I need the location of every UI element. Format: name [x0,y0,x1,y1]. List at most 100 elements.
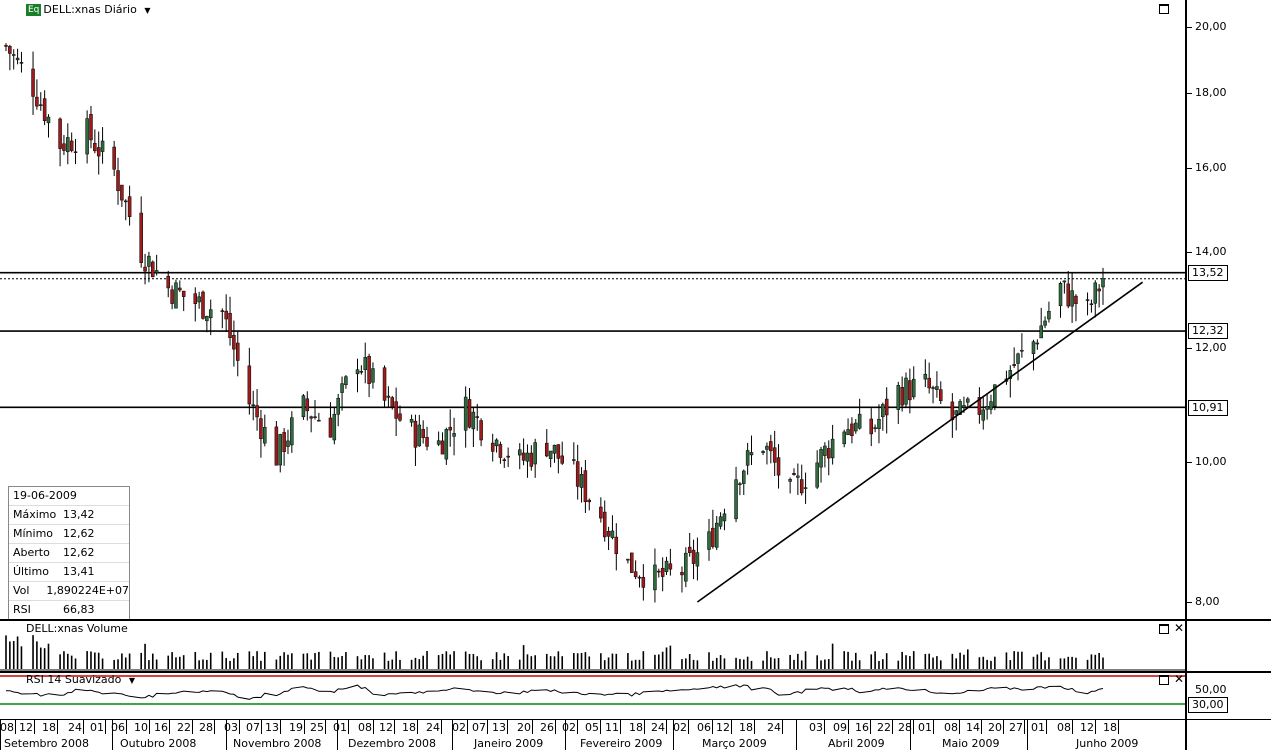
day-tick-label: 01 [90,721,104,734]
candle [691,539,696,580]
volume-bar [657,654,660,669]
candle [35,79,39,110]
volume-bar [963,654,965,669]
candle [819,446,823,483]
candle-body [31,68,35,97]
volume-bar [1075,657,1077,669]
day-tick-label: 07 [246,721,260,734]
candle [722,508,727,531]
volume-bar [124,657,127,669]
candle-body [498,444,503,458]
candle-body [796,475,800,478]
candle [572,442,576,465]
volume-bar [476,656,479,669]
tick-mark [1187,602,1192,603]
candle [421,420,425,444]
volume-bar [36,641,38,669]
candle [479,418,483,447]
candle-body [745,450,750,466]
volume-panel-title[interactable]: DELL:xnas Volume [26,622,128,635]
candle-body [448,426,452,431]
price-panel[interactable]: Eq DELL:xnas Diário ▼ 19-06-2009 Máximo 13… [0,0,1185,619]
candle-body [139,212,143,263]
volume-bar [600,653,602,669]
volume-bar [936,656,938,669]
volume-bar [341,655,343,669]
price-panel-title[interactable]: Eq DELL:xnas Diário ▼ [26,3,150,16]
candle-body [630,552,634,573]
candle [174,279,178,309]
info-row: Mínimo 12,62 [9,524,129,543]
chevron-down-icon[interactable]: ▼ [144,6,151,15]
candle-body [954,410,958,415]
candle-body [355,369,360,375]
candle [494,438,499,453]
candle-body [96,147,101,157]
rsi-panel[interactable]: RSI 14 Suavizado ▼ ✕ [0,673,1185,719]
volume-bar [851,660,853,669]
candle [977,387,982,424]
candle-body [398,413,402,421]
day-tick-label: 19 [289,721,303,734]
trendline[interactable] [696,281,1144,603]
day-tick-label: 08 [944,721,958,734]
candle-body [174,282,178,309]
volume-bar [480,660,482,669]
chevron-down-icon[interactable]: ▼ [128,676,136,685]
candle [911,366,916,400]
candle-body [803,487,808,489]
volume-bar [221,651,224,669]
level-label-13-52: 13,52 [1188,265,1228,281]
candle [73,139,78,165]
candle-body [1020,349,1024,352]
info-value: 66,83 [63,603,95,616]
volume-bar [573,653,575,669]
day-tick-label: 05 [585,721,599,734]
maximize-icon[interactable] [1159,4,1169,14]
candle-body [143,266,147,272]
tick-separator [126,720,127,734]
volume-bar [202,659,204,669]
candle [1093,280,1098,318]
tick-separator [57,720,58,734]
candle [583,459,588,513]
candle [85,110,89,164]
y-tick-label: 10,00 [1195,455,1227,468]
rsi-panel-title[interactable]: RSI 14 Suavizado ▼ [26,673,135,686]
candle [1062,280,1067,294]
tick-separator [15,720,16,734]
candle-body [714,522,719,548]
volume-bar [561,656,564,669]
volume-bar [1017,651,1019,669]
volume-bar [410,659,413,669]
candle-body [274,426,279,466]
candle-body [521,452,526,461]
candle-body [1031,341,1036,354]
volume-bar [986,659,988,669]
candle-body [278,434,282,466]
volume-bar [607,657,610,669]
volume-bar [685,658,687,669]
candle-body [993,384,997,407]
candle [765,442,769,465]
candle-body [382,367,387,401]
candle-body [452,433,456,437]
maximize-icon[interactable] [1159,624,1169,634]
candle-body [799,479,804,494]
candle-body [371,368,375,383]
candle [935,371,939,398]
volume-bar [874,651,876,669]
volume-bar [770,657,772,669]
candle-body [977,397,982,415]
close-icon[interactable]: ✕ [1174,673,1185,686]
price-title-text: DELL:xnas Diário [43,3,137,16]
close-icon[interactable]: ✕ [1174,621,1185,635]
maximize-icon[interactable] [1159,675,1169,685]
day-tick-label: 10 [134,721,148,734]
volume-panel[interactable]: DELL:xnas Volume ✕ [0,621,1185,671]
candle [8,44,12,71]
info-row: Aberto 12,62 [9,543,129,562]
candle-body [1101,278,1105,288]
candle-body [290,417,294,446]
candle-body [35,96,39,107]
